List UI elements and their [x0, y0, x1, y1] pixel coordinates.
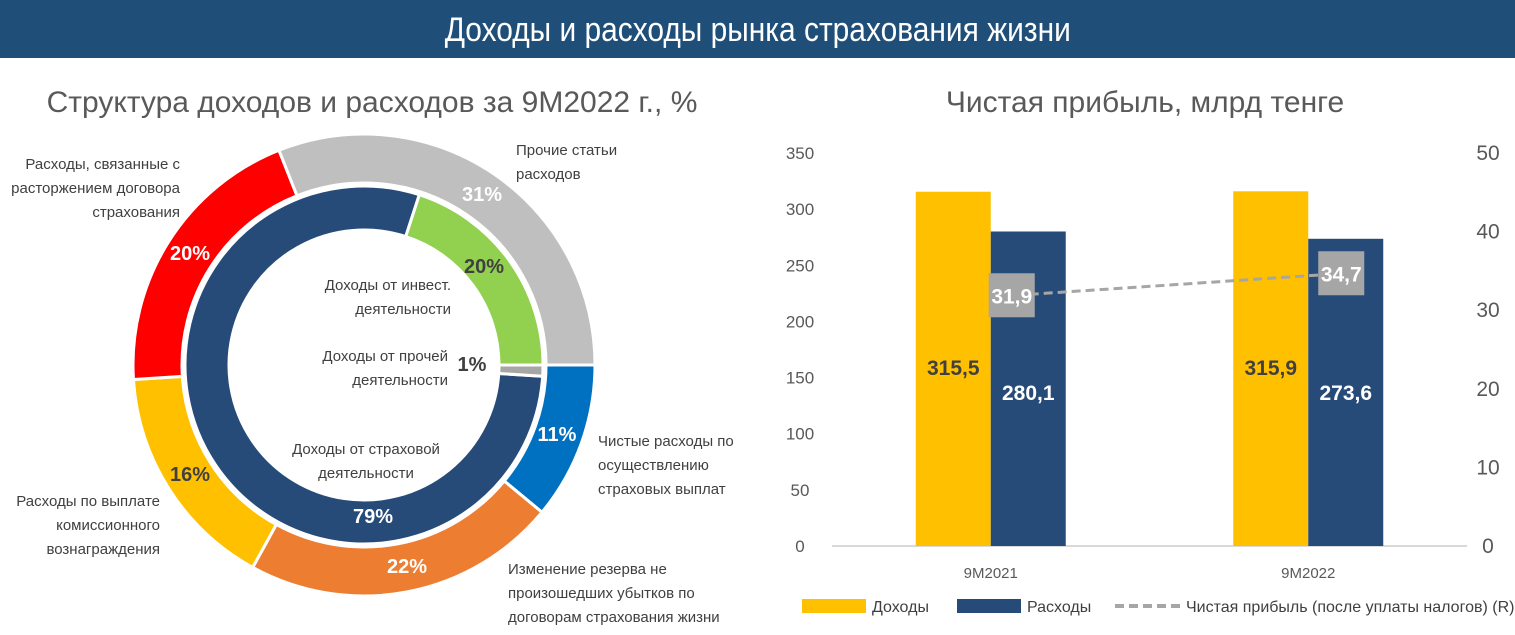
donut-title: Структура доходов и расходов за 9М2022 г… — [47, 86, 698, 119]
donut-pct-label-outer-4: 31% — [462, 184, 502, 206]
legend-label-income: Доходы — [872, 599, 929, 616]
left-axis-tick: 250 — [786, 256, 814, 275]
donut-pct-label-outer-1: 22% — [387, 556, 427, 578]
donut-pct-label-inner-2: 1% — [458, 354, 487, 376]
line-data-label-0: 31,9 — [991, 285, 1032, 308]
left-axis-tick: 300 — [786, 200, 814, 219]
x-axis-tick: 9M2022 — [1281, 565, 1335, 582]
bar-data-label-1-1: 273,6 — [1319, 382, 1372, 405]
left-axis-tick: 350 — [786, 144, 814, 163]
donut-pct-label-outer-3: 20% — [170, 243, 210, 265]
legend-swatch-income — [802, 599, 866, 613]
donut-pct-label-outer-0: 11% — [538, 424, 577, 446]
bar-data-label-0-1: 315,9 — [1244, 357, 1297, 380]
bar-data-label-1-0: 280,1 — [1002, 382, 1055, 405]
donut-slice-inner-0 — [183, 184, 545, 546]
page-title: Доходы и расходы рынка страхования жизни — [444, 11, 1071, 49]
bar-0-1 — [1233, 191, 1309, 546]
right-axis-tick: 30 — [1476, 299, 1499, 322]
right-axis-tick: 40 — [1476, 221, 1499, 244]
bar-chart-title: Чистая прибыль, млрд тенге — [946, 86, 1344, 119]
donut-category-label-outer-1: Изменение резерва не произошедших убытков… — [508, 561, 720, 626]
donut-pct-label-inner-1: 20% — [464, 256, 504, 278]
donut-pct-label-outer-2: 16% — [170, 464, 210, 486]
donut-category-label-inner-0: Доходы от страховой деятельности — [292, 441, 440, 482]
x-axis-tick: 9M2021 — [964, 565, 1018, 582]
donut-chart: 11% Чистые расходы по осуществлению страхов… — [11, 132, 734, 626]
left-axis-tick: 100 — [786, 425, 814, 444]
donut-pct-label-inner-0: 79% — [353, 506, 393, 528]
bar-data-label-0-0: 315,5 — [927, 357, 980, 380]
legend-swatch-expenses — [957, 599, 1021, 613]
donut-category-label-inner-1: Доходы от инвест. деятельности — [325, 277, 451, 318]
donut-category-label-outer-4: Прочие статьи расходов — [516, 142, 617, 183]
legend: Доходы Расходы Чистая прибыль (после уплат… — [802, 599, 1514, 616]
right-axis-tick: 0 — [1482, 535, 1494, 558]
line-data-label-1: 34,7 — [1321, 263, 1362, 286]
left-axis-tick: 50 — [791, 481, 810, 500]
line-label-box-0 — [988, 273, 1035, 318]
legend-label-net-profit: Чистая прибыль (после уплаты налогов) (R… — [1186, 599, 1514, 616]
right-axis-tick: 20 — [1476, 378, 1499, 401]
right-axis-tick: 50 — [1476, 142, 1499, 165]
legend-label-expenses: Расходы — [1027, 599, 1091, 616]
left-axis-tick: 200 — [786, 312, 814, 331]
donut-slice-outer-4 — [277, 132, 597, 367]
donut-category-label-outer-3: Расходы, связанные с расторжением договор… — [11, 156, 180, 221]
donut-slice-inner-2 — [497, 363, 545, 378]
right-axis-tick: 10 — [1476, 456, 1499, 479]
left-axis-tick: 150 — [786, 369, 814, 388]
line-label-box-1 — [1318, 251, 1365, 296]
donut-category-label-outer-2: Расходы по выплате комиссионного вознаграж… — [16, 493, 160, 558]
bar-0-0 — [915, 191, 991, 546]
bar-chart: 0 50 100 150 200 250 300 350 0 10 20 30 40 50 9M2021 31… — [786, 142, 1515, 616]
donut-category-label-inner-2: Доходы от прочей деятельности — [322, 348, 448, 389]
donut-category-label-outer-0: Чистые расходы по осуществлению страховых … — [598, 433, 734, 498]
left-axis-tick: 0 — [795, 537, 804, 556]
page-header: Доходы и расходы рынка страхования жизни — [0, 0, 1515, 58]
